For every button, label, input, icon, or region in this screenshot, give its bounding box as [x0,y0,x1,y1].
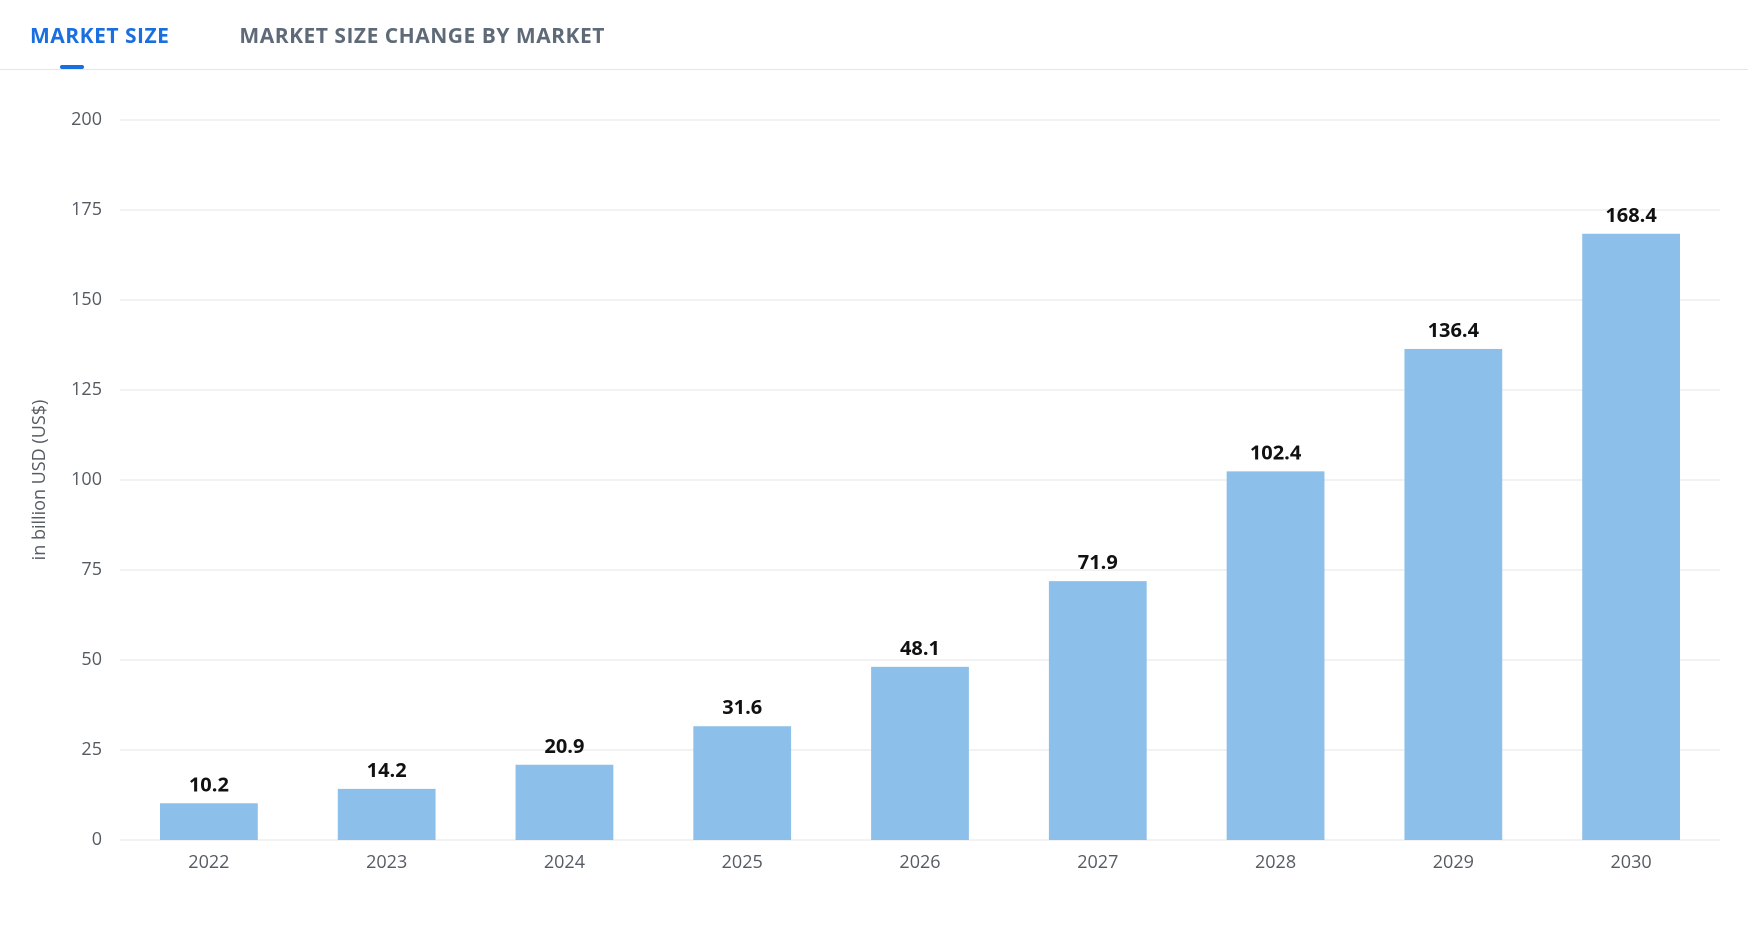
bar-value-label: 20.9 [544,732,584,759]
bar[interactable] [338,789,436,840]
x-tick-label: 2025 [722,850,763,874]
y-tick-label: 200 [71,107,102,131]
x-tick-label: 2026 [899,850,940,874]
x-tick-label: 2029 [1433,850,1474,874]
x-tick-label: 2030 [1611,850,1652,874]
bar-value-label: 102.4 [1250,438,1302,465]
tab-market-size-change[interactable]: MARKET SIZE CHANGE BY MARKET [239,2,605,68]
tab-market-size[interactable]: MARKET SIZE [30,2,169,68]
bar[interactable] [1049,581,1147,840]
bar-value-label: 168.4 [1605,201,1657,228]
y-tick-label: 175 [71,197,102,221]
bar[interactable] [516,765,614,840]
y-tick-label: 0 [92,827,102,851]
bar[interactable] [1227,471,1325,840]
bar-value-label: 10.2 [189,770,229,797]
bar[interactable] [1404,349,1502,840]
y-tick-label: 25 [81,737,102,761]
tabs-bar: MARKET SIZE MARKET SIZE CHANGE BY MARKET [0,0,1748,70]
bar-value-label: 71.9 [1078,548,1118,575]
bar-value-label: 48.1 [900,634,940,661]
y-tick-label: 50 [81,647,102,671]
x-tick-label: 2023 [366,850,407,874]
bar[interactable] [160,803,258,840]
bar[interactable] [871,667,969,840]
y-tick-label: 100 [71,467,102,491]
x-tick-label: 2024 [544,850,585,874]
market-size-chart: 0 25 50 75 100 125 150 175 200 10.2 2022 14.2 2023 20… [0,70,1748,948]
bar-value-label: 14.2 [367,756,407,783]
x-tick-label: 2027 [1077,850,1118,874]
bar-value-label: 136.4 [1428,316,1480,343]
bar-value-label: 31.6 [722,693,762,720]
bar[interactable] [693,726,791,840]
x-tick-label: 2022 [188,850,229,874]
y-tick-label: 75 [81,557,102,581]
y-axis-label: in billion USD (US$) [27,400,51,561]
y-tick-label: 150 [71,287,102,311]
x-tick-label: 2028 [1255,850,1296,874]
y-tick-label: 125 [71,377,102,401]
bar[interactable] [1582,234,1680,840]
